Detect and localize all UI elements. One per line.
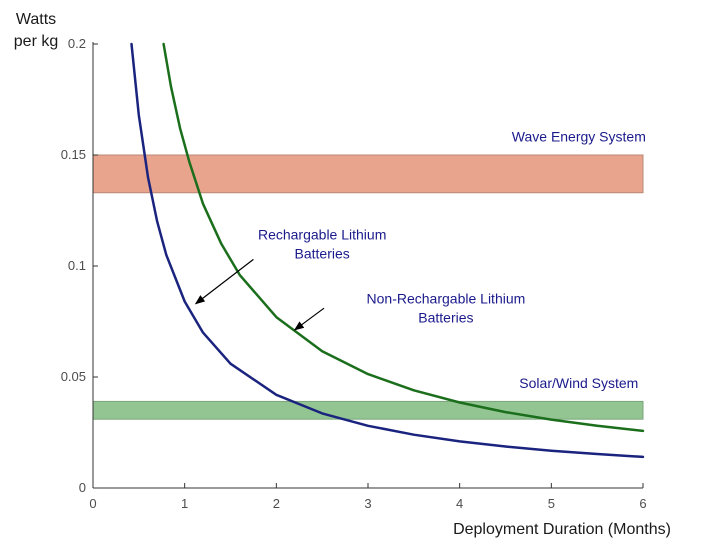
series-annotation-text-0: Batteries: [295, 245, 350, 261]
series-line-1: [162, 42, 645, 433]
y-tick-label: 0: [79, 480, 86, 495]
y-tick-label: 0.05: [61, 369, 86, 384]
x-tick-label: 6: [639, 496, 646, 511]
y-axis-title-line-1: Watts: [16, 11, 56, 28]
annotations-layer: Rechargable Lithium Batteries Non-Recharga…: [194, 226, 526, 331]
series-annotation-text-1: Batteries: [418, 310, 473, 326]
band-label-1: Solar/Wind System: [519, 375, 638, 391]
x-tick-label: 5: [548, 496, 555, 511]
x-tick-label: 1: [181, 496, 188, 511]
x-tick-label: 4: [456, 496, 463, 511]
series-line-0: [130, 42, 645, 459]
y-ticks: 0 0.05 0.1 0.15 0.2: [61, 36, 98, 495]
x-tick-label: 0: [89, 496, 96, 511]
x-ticks: 0 1 2 3 4 5 6: [89, 483, 647, 511]
y-tick-label: 0.1: [68, 258, 86, 273]
band-1: [92, 400, 644, 420]
band-0: [92, 154, 644, 194]
bands-layer: Wave Energy System Solar/Wind System: [92, 129, 646, 420]
y-tick-label: 0.15: [61, 147, 86, 162]
x-axis-title: Deployment Duration (Months): [453, 521, 671, 538]
series-layer: [130, 42, 645, 459]
x-tick-label: 2: [273, 496, 280, 511]
series-annotation-text-0: Rechargable Lithium: [258, 226, 386, 242]
x-tick-label: 3: [364, 496, 371, 511]
y-tick-label: 0.2: [68, 36, 86, 51]
band-label-0: Wave Energy System: [512, 129, 646, 145]
annotation-arrow-1: [293, 307, 325, 331]
y-axis-title-line-2: per kg: [14, 33, 58, 50]
annotation-arrow-0: [194, 258, 254, 305]
series-annotation-text-1: Non-Rechargable Lithium: [367, 291, 526, 307]
